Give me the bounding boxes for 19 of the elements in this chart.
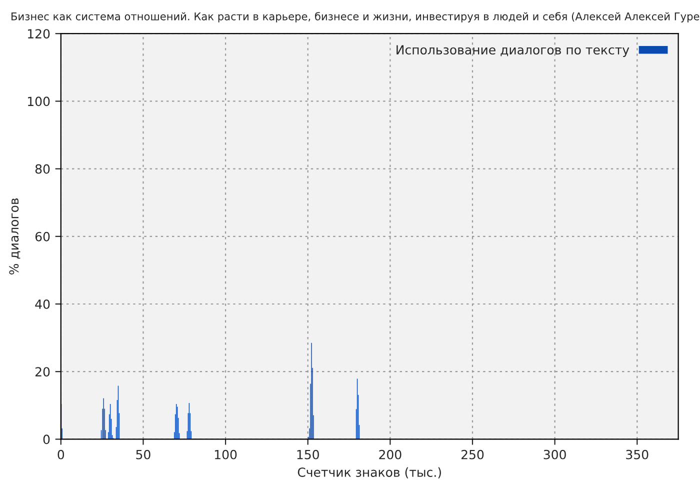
- y-tick-label: 120: [28, 29, 50, 39]
- y-axis-title: % диалогов: [9, 198, 20, 274]
- x-tick-label: 100: [214, 450, 237, 460]
- y-tick-label: 60: [35, 232, 50, 242]
- x-tick-label: 350: [626, 450, 648, 460]
- y-tick-label: 0: [43, 434, 50, 444]
- x-tick-label: 250: [461, 450, 484, 460]
- y-tick-label: 40: [35, 299, 50, 309]
- x-tick-label: 300: [544, 450, 566, 460]
- legend-label: Использование диалогов по тексту: [396, 45, 630, 57]
- x-tick-label: 50: [136, 450, 150, 460]
- y-tick-label: 20: [35, 367, 50, 377]
- x-tick-label: 200: [379, 450, 402, 460]
- x-tick-label: 150: [297, 450, 319, 460]
- x-axis-title: Счетчик знаков (тыс.): [298, 467, 441, 478]
- y-tick-label: 80: [35, 164, 50, 174]
- y-tick-label: 100: [28, 96, 50, 106]
- x-tick-label: 0: [58, 450, 64, 460]
- chart-title: Бизнес как система отношений. Как расти в карьере, бизнесе и жизни, инвестируя в людей и себя (Алексей Алексей Гуре: [12, 12, 700, 22]
